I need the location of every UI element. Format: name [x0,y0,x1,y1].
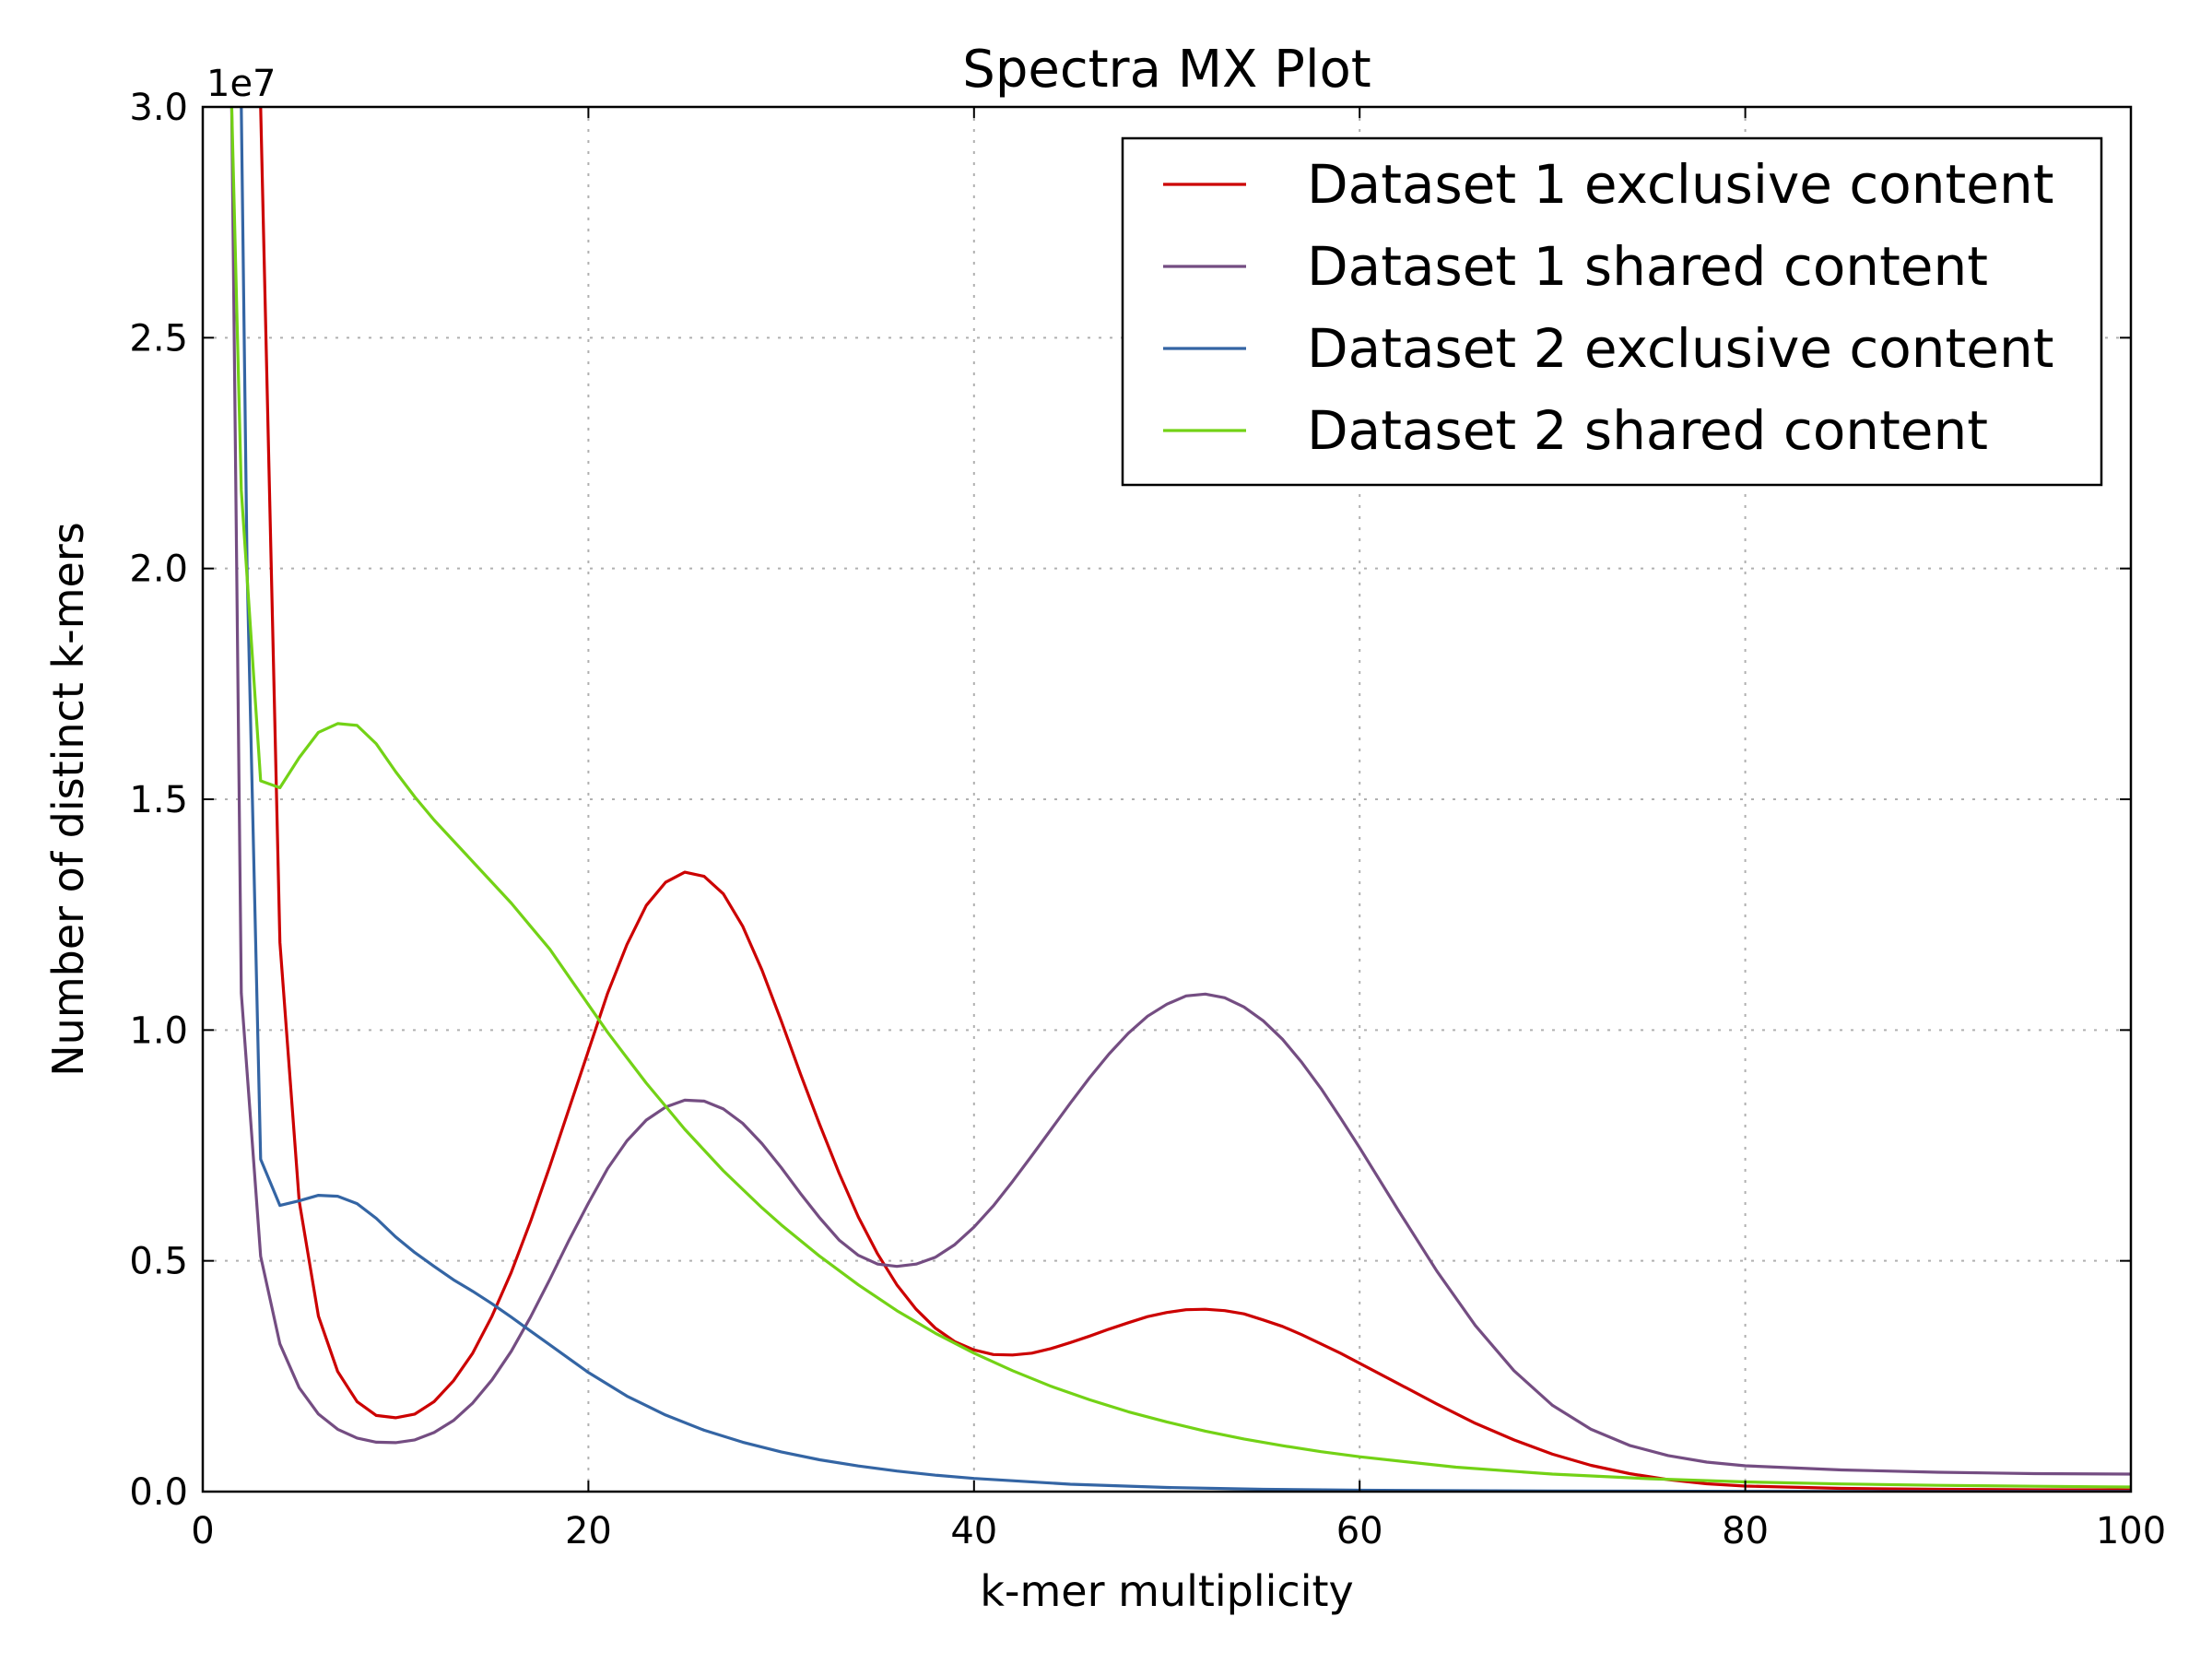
y-tick-label: 0.5 [129,1241,188,1283]
x-tick-label: 80 [1722,1510,1769,1552]
x-axis-label: k-mer multiplicity [980,1566,1354,1616]
legend-items: Dataset 1 exclusive content Dataset 1 sha… [1163,153,2053,462]
legend-box [1121,136,2103,487]
y-tick-label: 2.0 [129,549,188,591]
legend-label-3: Dataset 2 exclusive content [1307,317,2053,380]
axis-ticks: 0 20 40 60 80 100 0.0 0.5 1.0 1.5 2.0 2.5 3.0 [129,87,2166,1552]
legend-label-1: Dataset 1 exclusive content [1307,153,2053,216]
series-line-3 [240,107,2131,1492]
y-tick-label: 0.0 [129,1471,188,1514]
series-lines [229,107,2131,1492]
series-line-4 [229,107,2131,1489]
legend: Dataset 1 exclusive content Dataset 1 sha… [1121,136,2103,487]
y-axis-offset-text: 1e7 [206,63,276,105]
x-tick-label: 0 [191,1510,214,1552]
legend-label-4: Dataset 2 shared content [1307,399,1988,462]
y-tick-label: 3.0 [129,87,188,129]
chart-title: Spectra MX Plot [962,40,1371,100]
legend-label-2: Dataset 1 shared content [1307,235,1988,298]
x-tick-label: 20 [565,1510,612,1552]
y-tick-label: 1.5 [129,779,188,821]
y-tick-label: 2.5 [129,317,188,360]
x-tick-label: 40 [950,1510,997,1552]
series-line-2 [229,107,2131,1476]
y-axis-label: Number of distinct k-mers [43,522,93,1076]
series-line-1 [259,107,2131,1492]
x-tick-label: 100 [2096,1510,2166,1552]
y-tick-label: 1.0 [129,1009,188,1052]
x-tick-label: 60 [1336,1510,1383,1552]
